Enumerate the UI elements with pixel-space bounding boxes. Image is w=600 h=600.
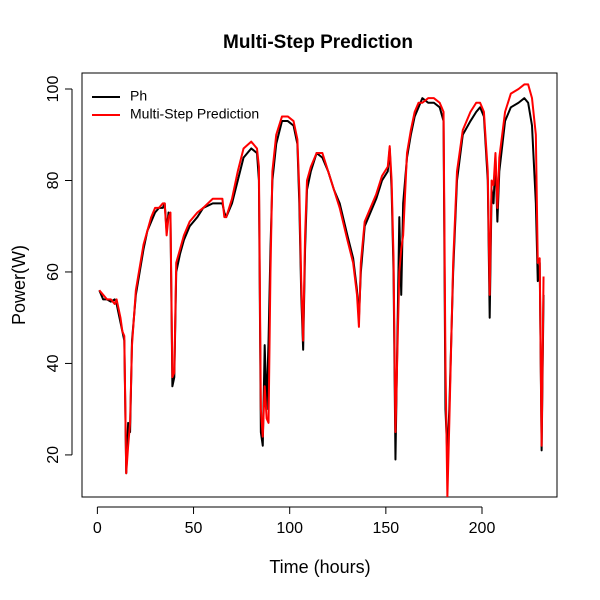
x-tick-label: 150 xyxy=(372,520,399,537)
x-tick-label: 0 xyxy=(93,520,102,537)
x-axis-title: Time (hours) xyxy=(269,557,370,577)
y-tick-label: 100 xyxy=(45,76,62,103)
x-tick-label: 200 xyxy=(469,520,496,537)
y-tick-label: 20 xyxy=(45,446,62,464)
y-tick-label: 80 xyxy=(45,171,62,189)
plot-frame xyxy=(81,72,558,498)
series-line xyxy=(98,83,545,497)
series-line xyxy=(98,97,545,475)
y-axis-title: Power(W) xyxy=(9,245,29,325)
legend-label: Ph xyxy=(130,88,147,104)
y-tick-label: 60 xyxy=(45,263,62,281)
x-tick-label: 50 xyxy=(185,520,203,537)
x-tick-label: 100 xyxy=(276,520,303,537)
plot-area xyxy=(98,83,545,497)
legend-label: Multi-Step Prediction xyxy=(130,106,259,122)
y-tick-label: 40 xyxy=(45,354,62,372)
chart-title: Multi-Step Prediction xyxy=(223,32,413,53)
